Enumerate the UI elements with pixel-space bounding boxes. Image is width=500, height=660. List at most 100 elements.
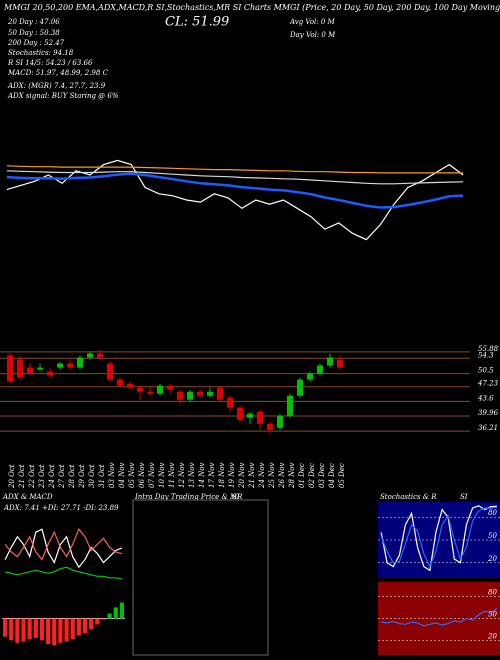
bar xyxy=(119,602,124,619)
x-tick-label: 21 Nov xyxy=(248,463,256,489)
y-tick-label: 50 xyxy=(488,611,497,619)
candle-body xyxy=(327,357,333,366)
y-tick-label: 43.6 xyxy=(477,394,494,402)
bar xyxy=(46,618,51,645)
x-tick-label: 03 Nov xyxy=(108,463,116,488)
x-tick-label: 03 Dec xyxy=(318,463,326,488)
y-tick-label: 55.88 xyxy=(478,345,499,353)
annotation: CL: 51.99 xyxy=(165,15,229,30)
x-tick-label: 21 Oct xyxy=(18,464,26,489)
annotation: 50 Day : 50.38 xyxy=(8,29,60,37)
bar xyxy=(52,618,57,646)
candle-body xyxy=(177,391,183,400)
candle-body xyxy=(117,379,123,386)
candle-body xyxy=(217,387,223,400)
bar xyxy=(107,613,112,619)
bar xyxy=(33,618,38,638)
bar xyxy=(58,618,63,643)
x-tick-label: 30 Oct xyxy=(88,464,96,488)
panel-subtitle: SI xyxy=(460,493,468,501)
bar xyxy=(64,618,69,642)
x-tick-label: 20 Oct xyxy=(8,464,16,489)
x-tick-label: 14 Nov xyxy=(198,463,206,488)
bar xyxy=(9,618,14,641)
y-tick-label: 20 xyxy=(487,632,497,640)
x-tick-label: 05 Dec xyxy=(338,463,346,488)
y-tick-label: 50 xyxy=(488,532,497,540)
candle-body xyxy=(337,359,343,368)
panel-subtitle: SI xyxy=(232,493,240,501)
x-tick-label: 04 Nov xyxy=(118,463,126,488)
x-tick-label: 25 Nov xyxy=(268,463,276,489)
y-tick-label: 36.21 xyxy=(478,424,498,432)
candle-body xyxy=(157,385,163,394)
candle-body xyxy=(7,355,13,382)
bar xyxy=(27,618,32,640)
series-line xyxy=(4,566,122,580)
panel-title: ADX & MACD xyxy=(2,493,53,501)
annotation: MACD: 51.97, 48.99, 2.98 C xyxy=(7,69,109,77)
annotation: R SI 14/5: 54.23 / 63.66 xyxy=(7,59,93,67)
candle-body xyxy=(257,411,263,424)
x-tick-label: 31 Oct xyxy=(98,464,106,488)
x-tick-label: 11 Nov xyxy=(168,463,176,488)
bar xyxy=(39,618,45,641)
x-tick-label: 05 Nov xyxy=(128,463,136,488)
x-tick-label: 19 Nov xyxy=(228,463,236,488)
x-tick-label: 13 Nov xyxy=(188,463,196,488)
candle-body xyxy=(17,359,23,378)
bar xyxy=(70,618,75,640)
chart-title: MMGI 20,50,200 EMA,ADX,MACD,R SI,Stochas… xyxy=(3,3,500,12)
candle-body xyxy=(247,413,253,418)
y-tick-label: 39.96 xyxy=(478,409,499,417)
candle-body xyxy=(57,363,63,368)
intraday-box xyxy=(132,499,269,656)
candle-body xyxy=(107,363,113,380)
candle-body xyxy=(317,365,323,374)
x-tick-label: 02 Dec xyxy=(308,463,316,488)
candle-body xyxy=(277,415,283,428)
annotation: Stochastics: 94.18 xyxy=(8,49,74,57)
series-line xyxy=(4,528,123,561)
bar xyxy=(21,618,26,642)
candle-body xyxy=(137,387,143,392)
x-tick-label: 18 Nov xyxy=(218,463,226,488)
bar xyxy=(95,618,100,625)
x-tick-label: 22 Oct xyxy=(28,464,36,489)
x-tick-label: 23 Oct xyxy=(38,464,46,489)
annotation: ADX: (MGR) 7.4, 27.7, 23.9 xyxy=(7,82,106,90)
candle-body xyxy=(297,379,303,396)
x-tick-label: 26 Nov xyxy=(278,463,286,489)
candle-body xyxy=(307,373,313,380)
y-tick-label: 47.23 xyxy=(477,380,499,388)
panel-subtitle: ADX: 7.41 +DI: 27.71 -DI: 23.89 xyxy=(3,504,119,512)
x-tick-label: 01 Dec xyxy=(298,463,306,488)
candle-body xyxy=(77,357,83,368)
bar xyxy=(82,618,88,634)
x-tick-label: 27 Oct xyxy=(58,464,66,489)
panel-title: Intra Day Trading Price & MR xyxy=(134,493,243,501)
bar xyxy=(101,618,106,620)
y-tick-label: 80 xyxy=(488,509,497,517)
x-tick-label: 04 Dec xyxy=(328,463,336,488)
x-tick-label: 24 Nov xyxy=(258,463,266,489)
x-tick-label: 24 Oct xyxy=(48,464,56,489)
candle-body xyxy=(237,407,243,420)
x-tick-label: 17 Nov xyxy=(208,463,216,488)
x-tick-label: 28 Oct xyxy=(68,464,76,489)
series-line xyxy=(380,506,497,569)
bar xyxy=(76,618,81,636)
y-tick-label: 54.3 xyxy=(478,351,494,359)
series-line xyxy=(6,170,464,185)
annotation: ADX signal: BUY Staring @ 6% xyxy=(7,92,119,100)
annotation: 200 Day : 52.47 xyxy=(7,39,65,47)
candle-body xyxy=(227,397,233,408)
x-tick-label: 06 Nov xyxy=(138,463,146,488)
candle-body xyxy=(97,353,103,358)
series-line xyxy=(381,608,498,627)
series-line xyxy=(6,172,464,209)
bar xyxy=(89,618,94,630)
series-line xyxy=(380,505,497,572)
candle-body xyxy=(47,371,53,376)
series-line xyxy=(6,165,464,174)
